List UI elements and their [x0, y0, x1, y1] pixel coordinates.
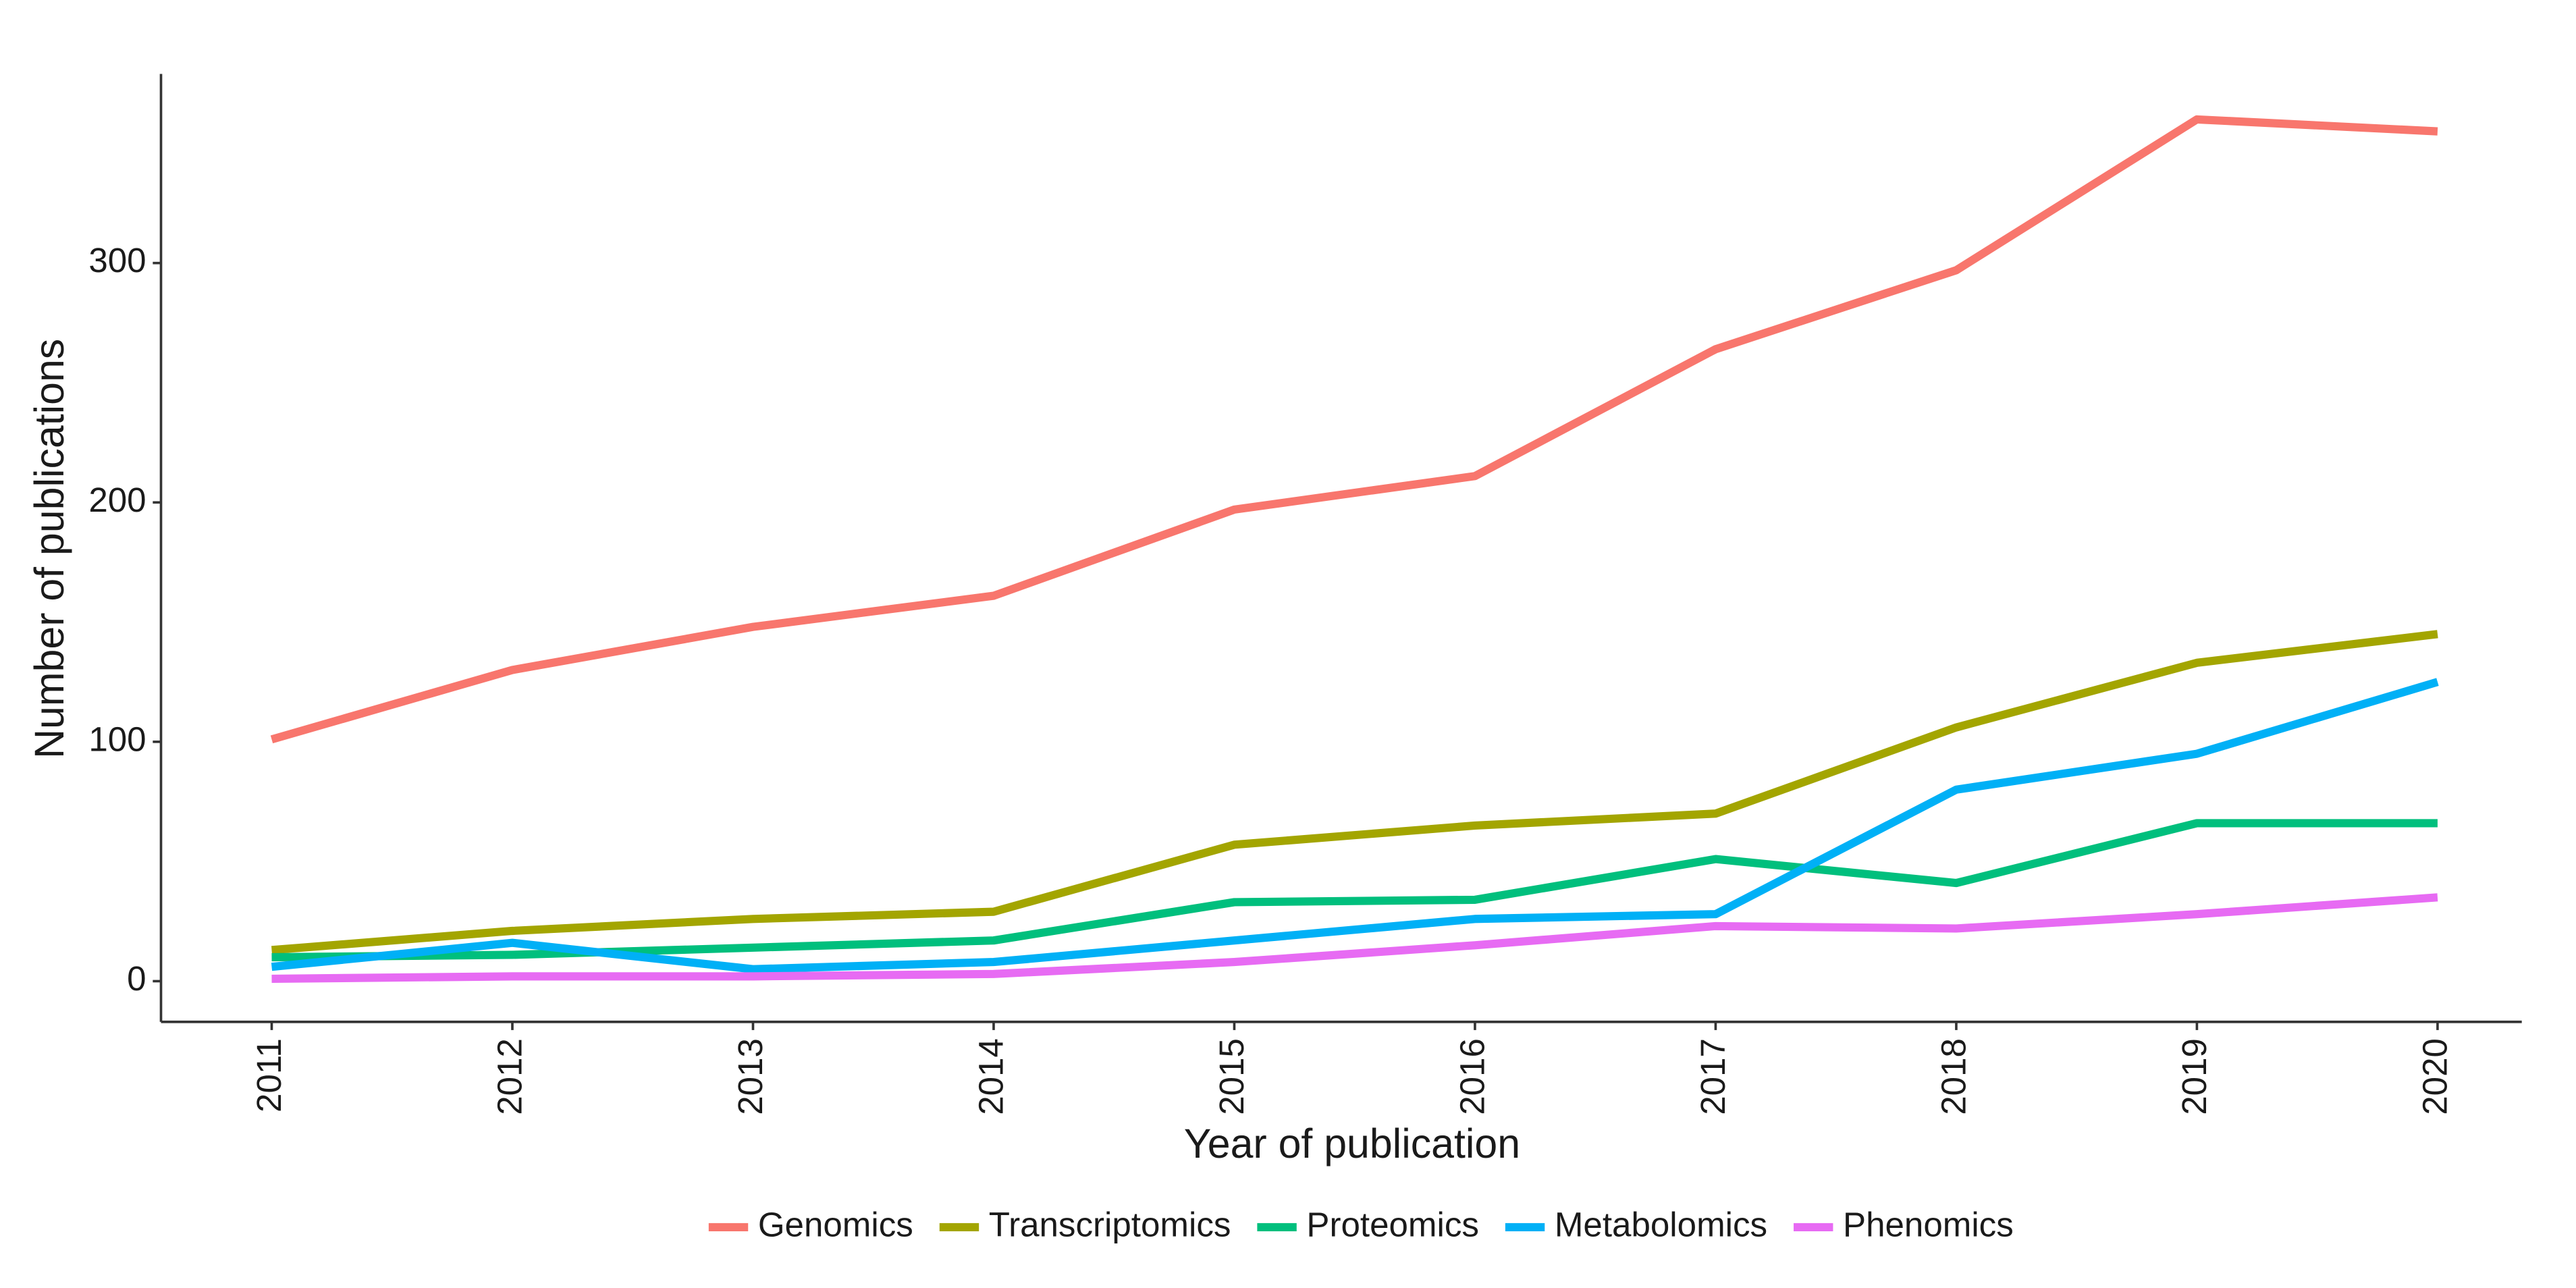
- y-tick-label: 100: [88, 720, 146, 758]
- series-line: [271, 819, 2438, 962]
- x-tick-label: 2020: [2415, 1038, 2454, 1115]
- y-tick-label: 200: [88, 481, 146, 519]
- x-tick-label: 2017: [1694, 1038, 1732, 1115]
- y-axis-title: Number of publications: [26, 339, 72, 759]
- x-tick-label: 2014: [971, 1038, 1010, 1115]
- x-tick-label: 2013: [731, 1038, 770, 1115]
- x-tick-label: 2018: [1934, 1038, 1973, 1115]
- x-tick-label: 2011: [250, 1038, 288, 1112]
- legend-label: Transcriptomics: [989, 1205, 1231, 1243]
- x-tick-label: 2016: [1453, 1038, 1491, 1115]
- legend-label: Phenomics: [1843, 1205, 2014, 1243]
- y-tick-label: 0: [127, 959, 146, 998]
- x-tick-label: 2015: [1212, 1038, 1251, 1115]
- x-axis-title: Year of publication: [1184, 1121, 1520, 1166]
- y-tick-label: 300: [88, 241, 146, 279]
- series-line: [271, 630, 2438, 955]
- series-line: [270, 115, 2438, 744]
- x-tick-label: 2012: [490, 1038, 529, 1115]
- legend-label: Metabolomics: [1555, 1205, 1767, 1243]
- series-line: [271, 678, 2439, 973]
- series-line: [271, 893, 2438, 984]
- legend-label: Genomics: [758, 1205, 913, 1243]
- legend-label: Proteomics: [1306, 1205, 1479, 1243]
- x-tick-label: 2019: [2175, 1038, 2213, 1115]
